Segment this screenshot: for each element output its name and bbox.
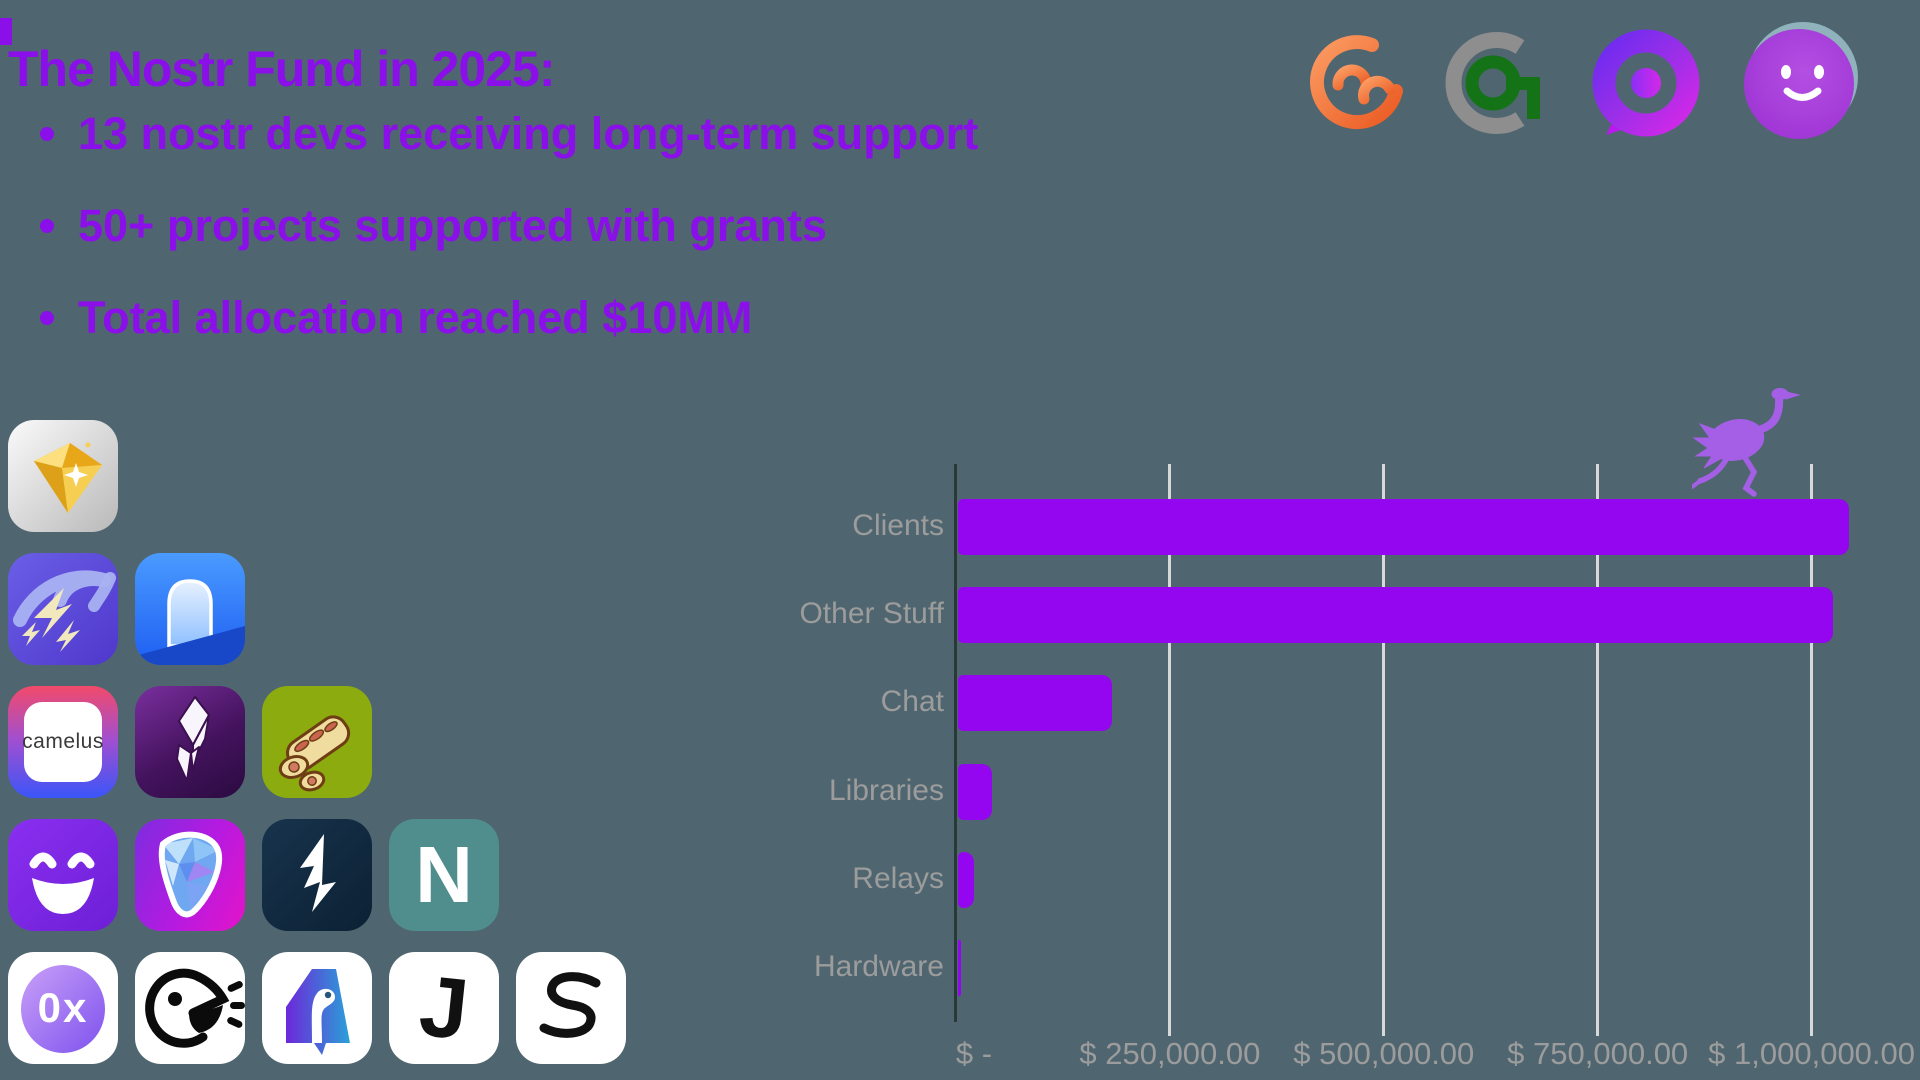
faceted-pick-app-icon <box>135 819 245 931</box>
zerox-label: 0x <box>37 984 89 1031</box>
zerox-chat-app-icon: 0x <box>8 952 118 1064</box>
icon-row: camelus <box>8 686 626 798</box>
category-label: Other Stuff <box>799 597 944 631</box>
bullet-text: 50+ projects supported with grants <box>78 200 827 251</box>
icon-row <box>8 420 626 532</box>
angular-s-app-icon <box>516 952 626 1064</box>
bullet-dot-icon <box>40 127 54 141</box>
page-title: The Nostr Fund in 2025: <box>8 40 556 97</box>
app-icon-grid: camelus <box>8 420 626 1064</box>
purple-smiley-app-icon <box>8 819 118 931</box>
bar-other-stuff <box>958 587 1834 644</box>
navy-lightning-app-icon <box>262 819 372 931</box>
icon-row: 0x <box>8 952 626 1064</box>
bullet-dot-icon <box>40 311 54 325</box>
bar-chat <box>958 675 1112 732</box>
bar-clients <box>958 499 1849 555</box>
gold-gem-app-icon <box>8 420 118 532</box>
left-edge-text-artifact <box>0 18 12 45</box>
bullet-list: 13 nostr devs receiving long-term suppor… <box>40 108 978 384</box>
camelus-label: camelus <box>22 702 103 782</box>
x-tick-label: $ 750,000.00 <box>1507 1036 1689 1071</box>
bullet-text: Total allocation reached $10MM <box>78 292 753 343</box>
camelus-app-icon: camelus <box>8 686 118 798</box>
x-tick-label: $ 500,000.00 <box>1293 1036 1475 1071</box>
partner-logos <box>1302 22 1862 144</box>
category-label: Libraries <box>828 773 944 807</box>
bar-relays <box>958 851 975 908</box>
blue-arch-app-icon <box>135 553 245 665</box>
icon-row: N <box>8 819 626 931</box>
bar-libraries <box>958 763 993 820</box>
running-ostrich-icon <box>1692 388 1801 497</box>
bullet-item: 50+ projects supported with grants <box>40 200 978 252</box>
gridline <box>1596 464 1600 1036</box>
bullet-item: Total allocation reached $10MM <box>40 292 978 344</box>
gridline <box>1810 464 1814 1036</box>
category-label: Hardware <box>813 950 944 983</box>
bullet-item: 13 nostr devs receiving long-term suppor… <box>40 108 978 160</box>
category-label: Relays <box>852 861 944 895</box>
y-axis-line <box>954 464 957 1022</box>
bar-hardware <box>958 940 961 996</box>
letter-n-app-icon: N <box>389 819 499 931</box>
category-label: Chat <box>880 685 944 719</box>
x-tick-label: $ 250,000.00 <box>1079 1036 1261 1071</box>
bullet-dot-icon <box>40 219 54 233</box>
shouting-bird-app-icon <box>135 952 245 1064</box>
ostrich-letter-a-app-icon <box>262 952 372 1064</box>
lightning-bolts-app-icon <box>8 553 118 665</box>
letter-n-label: N <box>415 830 473 919</box>
gridline <box>1382 464 1386 1036</box>
purple-ring-chat-logo-icon <box>1586 23 1706 143</box>
icon-row <box>8 553 626 665</box>
x-tick-label: $ - <box>955 1036 993 1071</box>
purple-smiley-ball-logo-icon <box>1740 22 1862 144</box>
orange-arcs-logo-icon <box>1302 27 1404 139</box>
letter-j-app-icon: J <box>389 952 499 1064</box>
gray-green-target-logo-icon <box>1438 27 1552 139</box>
gridline <box>1168 464 1172 1036</box>
purple-crystal-app-icon <box>135 686 245 798</box>
bullet-text: 13 nostr devs receiving long-term suppor… <box>78 108 979 159</box>
category-label: Clients <box>852 509 944 542</box>
bread-roll-app-icon <box>262 686 372 798</box>
x-tick-label: $ 1,000,000.00 <box>1708 1036 1916 1071</box>
